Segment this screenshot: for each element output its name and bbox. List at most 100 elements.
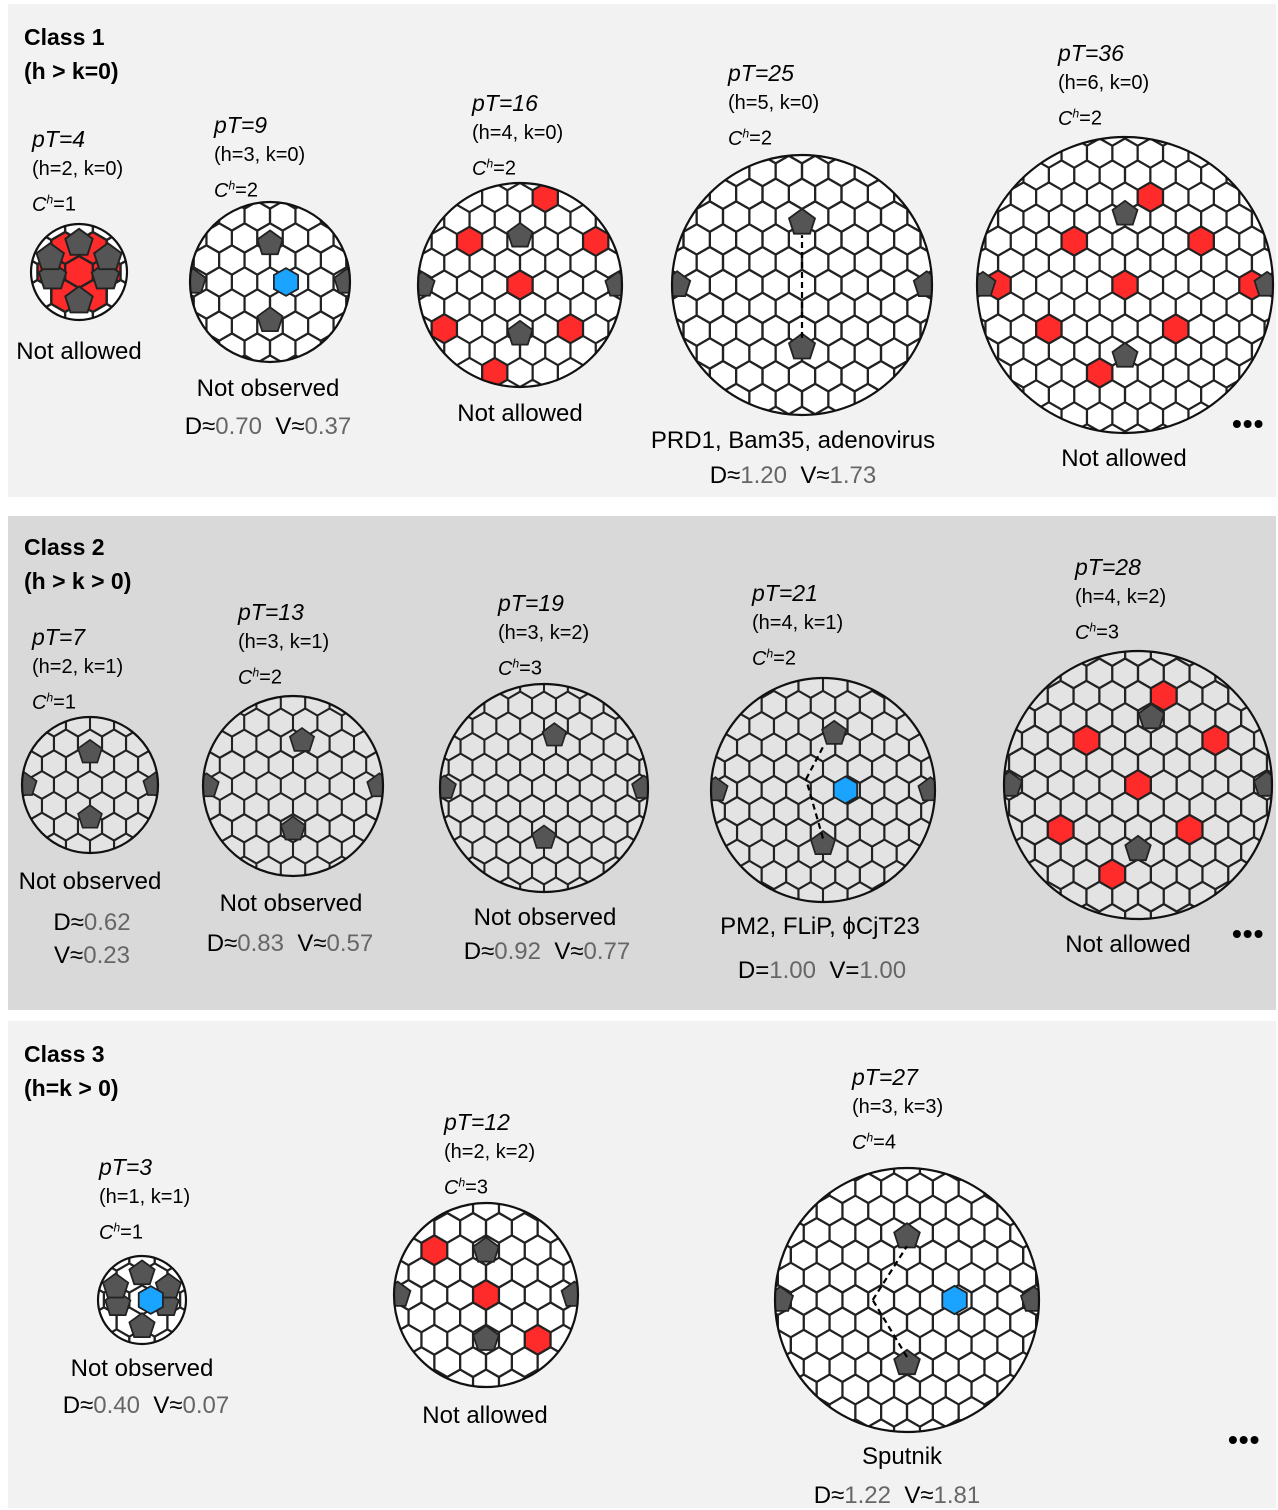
hexamer bbox=[281, 857, 305, 885]
size-ratios: D≈0.40 V≈0.07 bbox=[63, 1392, 229, 1420]
hexamer-lattice bbox=[370, 1191, 602, 1399]
v-prefix: V≈ bbox=[297, 930, 326, 957]
observation-label: Not observed bbox=[220, 890, 363, 918]
chirality-symbol: C bbox=[99, 1222, 113, 1244]
hexamer bbox=[894, 361, 920, 391]
v-prefix: V≈ bbox=[554, 938, 583, 965]
chirality-symbol: C bbox=[32, 194, 46, 216]
hk-indices: (h=4, k=1) bbox=[752, 608, 843, 638]
class-3-panel bbox=[8, 1021, 1276, 1508]
pt-number: pT=16 bbox=[472, 88, 563, 118]
size-ratios: D≈1.22 V≈1.81 bbox=[814, 1482, 980, 1510]
v-prefix: V≈ bbox=[904, 1482, 933, 1509]
chirality-symbol: C bbox=[728, 128, 742, 150]
hexamer bbox=[1022, 860, 1047, 889]
capsid-caption: pT=7(h=2, k=1)Ch=1 bbox=[32, 622, 123, 718]
hexamer-lattice bbox=[6, 709, 174, 861]
class-2-ellipsis: ••• bbox=[1232, 918, 1264, 950]
size-ratios: D≈0.92 V≈0.77 bbox=[464, 938, 630, 966]
highlighted-hexamer bbox=[942, 1286, 967, 1314]
capsid-caption: pT=36(h=6, k=0)Ch=2 bbox=[1058, 38, 1149, 134]
pt-number: pT=9 bbox=[214, 110, 305, 140]
capsid-caption: pT=9(h=3, k=0)Ch=2 bbox=[214, 110, 305, 206]
d-prefix: D≈ bbox=[710, 462, 741, 489]
pt-number: pT=25 bbox=[728, 58, 819, 88]
v-prefix: V≈ bbox=[153, 1392, 182, 1419]
hexamer bbox=[998, 381, 1023, 410]
hexamer bbox=[684, 361, 710, 391]
capsid-caption: pT=27(h=3, k=3)Ch=4 bbox=[852, 1062, 943, 1158]
hexamer bbox=[998, 1375, 1023, 1404]
chirality-symbol: C bbox=[238, 667, 252, 689]
observation-label: Not observed bbox=[197, 375, 340, 403]
d-value: 0.83 bbox=[237, 930, 284, 957]
observation-label: Not allowed bbox=[1061, 445, 1186, 473]
v-value: 0.77 bbox=[584, 938, 631, 965]
hk-indices: (h=1, k=1) bbox=[99, 1182, 190, 1212]
d-prefix: D≈ bbox=[185, 413, 216, 440]
capsid-caption: pT=13(h=3, k=1)Ch=2 bbox=[238, 597, 329, 693]
pt-number: pT=21 bbox=[752, 578, 843, 608]
v-prefix: V≈ bbox=[800, 462, 829, 489]
chirality-symbol: C bbox=[1058, 108, 1072, 130]
capsid-1-1 bbox=[25, 218, 133, 326]
capsid-3-2 bbox=[388, 1197, 584, 1393]
capsid-2-4 bbox=[705, 672, 941, 908]
hexamer-lattice bbox=[183, 688, 402, 885]
hexamer-lattice bbox=[960, 117, 1278, 453]
pt-number: pT=3 bbox=[99, 1152, 190, 1182]
chirality-symbol: C bbox=[472, 158, 486, 180]
v-value: 1.73 bbox=[830, 462, 877, 489]
hexamer bbox=[1035, 882, 1060, 911]
hexamer bbox=[804, 1397, 829, 1426]
hk-indices: (h=4, k=0) bbox=[472, 118, 563, 148]
hexamer bbox=[321, 334, 346, 363]
pt-number: pT=13 bbox=[238, 597, 329, 627]
capsid-1-3 bbox=[412, 177, 628, 393]
hexamer bbox=[959, 1397, 984, 1426]
capsid-caption: pT=19(h=3, k=2)Ch=3 bbox=[498, 588, 589, 684]
d-value: 0.62 bbox=[84, 909, 131, 936]
pt-number: pT=19 bbox=[498, 588, 589, 618]
capsid-1-4 bbox=[666, 149, 938, 421]
chirality-number: =4 bbox=[873, 1132, 896, 1154]
hk-indices: (h=5, k=0) bbox=[728, 88, 819, 118]
chirality-symbol: C bbox=[752, 648, 766, 670]
hexamer bbox=[799, 882, 823, 910]
chirality-number: =1 bbox=[120, 1222, 143, 1244]
chirality-symbol: C bbox=[444, 1177, 458, 1199]
chirality-number: =1 bbox=[53, 692, 76, 714]
chirality-value: Ch=2 bbox=[238, 657, 329, 693]
chirality-value: Ch=3 bbox=[498, 648, 589, 684]
d-value: 0.92 bbox=[494, 938, 541, 965]
hk-indices: (h=4, k=2) bbox=[1075, 582, 1166, 612]
class-1-title: Class 1 bbox=[24, 20, 119, 54]
hexamer bbox=[419, 336, 444, 365]
chirality-symbol: C bbox=[32, 692, 46, 714]
observation-label: Not allowed bbox=[457, 400, 582, 428]
hexamer-lattice bbox=[425, 671, 663, 904]
pt-number: pT=36 bbox=[1058, 38, 1149, 68]
hk-indices: (h=3, k=0) bbox=[214, 140, 305, 170]
class-2-condition: (h > k > 0) bbox=[24, 564, 131, 598]
size-ratios: D=1.00 V=1.00 bbox=[738, 957, 906, 985]
capsid-caption: pT=16(h=4, k=0)Ch=2 bbox=[472, 88, 563, 184]
chirality-value: Ch=2 bbox=[752, 638, 843, 674]
capsid-caption: pT=12(h=2, k=2)Ch=3 bbox=[444, 1107, 535, 1203]
hexamer bbox=[1216, 882, 1241, 911]
hexamer bbox=[596, 336, 621, 365]
pt-number: pT=7 bbox=[32, 622, 123, 652]
observation-label: Not allowed bbox=[422, 1402, 547, 1430]
hexamer-lattice bbox=[984, 636, 1278, 933]
observation-label: Not allowed bbox=[16, 338, 141, 366]
hexamer bbox=[985, 1397, 1010, 1426]
chirality-number: =2 bbox=[773, 648, 796, 670]
highlighted-hexamer bbox=[834, 777, 857, 804]
d-prefix: D≈ bbox=[63, 1392, 94, 1419]
capsid-caption: pT=25(h=5, k=0)Ch=2 bbox=[728, 58, 819, 154]
chirality-number: =2 bbox=[749, 128, 772, 150]
hexamer bbox=[1227, 381, 1252, 410]
chirality-number: =3 bbox=[465, 1177, 488, 1199]
hk-indices: (h=3, k=1) bbox=[238, 627, 329, 657]
